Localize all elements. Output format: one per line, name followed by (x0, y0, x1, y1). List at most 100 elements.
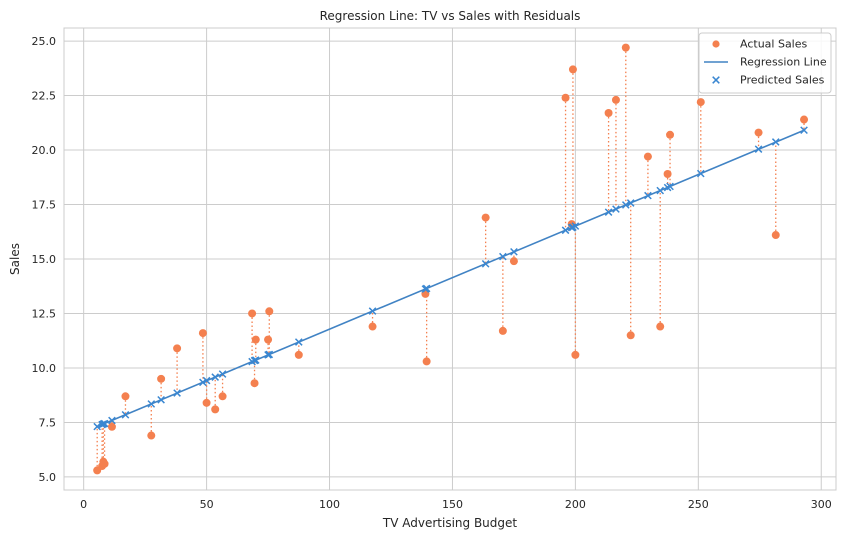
x-marker-stroke (368, 307, 377, 315)
x-marker-stroke (712, 76, 720, 84)
predicted-point (499, 252, 507, 261)
x-marker-stroke (644, 191, 652, 200)
y-tick-label: 12.5 (32, 307, 57, 320)
x-marker-stroke (481, 259, 490, 268)
x-marker-stroke (211, 373, 220, 381)
x-marker-stroke (696, 169, 705, 178)
actual-point (157, 374, 166, 383)
actual-point (100, 459, 109, 468)
actual-sales-points (93, 43, 809, 475)
predicted-point (157, 395, 165, 404)
legend-predicted-marker (712, 76, 720, 84)
actual-point (173, 344, 182, 353)
predicted-point (108, 416, 116, 425)
predicted-point (173, 389, 181, 397)
x-marker-stroke (604, 208, 613, 216)
actual-point (498, 326, 507, 335)
actual-point (771, 231, 780, 240)
actual-point (481, 213, 490, 222)
actual-point (626, 331, 635, 340)
x-axis-label: TV Advertising Budget (382, 516, 518, 530)
legend-box (698, 32, 832, 94)
predicted-point (510, 247, 518, 256)
x-marker-stroke (265, 350, 274, 359)
x-marker-stroke (157, 395, 165, 404)
x-tick-labels: 0 50 100 150 200 250 300 (80, 498, 832, 511)
actual-point (571, 350, 580, 359)
predicted-point (771, 138, 780, 146)
x-marker-stroke (771, 138, 780, 146)
actual-point (643, 152, 652, 161)
predicted-point (121, 410, 130, 419)
y-axis-label: Sales (8, 243, 22, 275)
y-tick-label: 15.0 (32, 253, 57, 266)
predicted-point (800, 126, 808, 135)
x-marker-stroke (612, 205, 620, 213)
x-marker-stroke (666, 182, 674, 191)
actual-point (265, 307, 274, 316)
predicted-point (294, 338, 303, 346)
x-marker-stroke (800, 126, 808, 135)
x-marker-stroke (100, 419, 109, 428)
y-tick-label: 20.0 (32, 144, 57, 157)
predicted-sales-points (93, 126, 808, 431)
y-tick-label: 7.5 (39, 416, 57, 429)
actual-point (800, 115, 809, 124)
actual-point (509, 257, 518, 266)
chart-title: Regression Line: TV vs Sales with Residu… (320, 9, 581, 23)
predicted-point (422, 284, 431, 293)
x-marker-stroke (499, 252, 507, 261)
x-marker-stroke (147, 400, 156, 408)
x-marker-stroke (571, 222, 580, 230)
predicted-point (604, 208, 613, 216)
grid (64, 28, 836, 490)
predicted-point (571, 222, 580, 230)
actual-point (202, 398, 211, 407)
actual-point (621, 43, 630, 52)
actual-point (250, 379, 259, 388)
actual-point (264, 335, 273, 344)
actual-point (121, 392, 130, 401)
legend-predicted-label: Predicted Sales (740, 74, 825, 87)
legend-predicted-x (712, 76, 720, 84)
actual-point (568, 65, 577, 74)
x-tick-label: 200 (565, 498, 586, 511)
predicted-point (696, 169, 705, 178)
x-marker-stroke (754, 145, 763, 153)
legend-actual-label: Actual Sales (740, 38, 808, 51)
x-marker-stroke (93, 422, 102, 431)
predicted-point (368, 307, 377, 315)
predicted-point (561, 226, 570, 235)
residual-lines (96, 47, 805, 471)
x-tick-label: 100 (319, 498, 340, 511)
y-tick-label: 5.0 (39, 471, 57, 484)
x-marker-stroke (251, 356, 260, 364)
x-marker-stroke (173, 389, 181, 397)
actual-point (248, 309, 257, 318)
x-marker-stroke (218, 370, 227, 378)
predicted-point (754, 145, 763, 153)
x-marker-stroke (294, 338, 303, 346)
actual-point (663, 170, 672, 179)
x-tick-label: 0 (80, 498, 87, 511)
predicted-point (626, 199, 635, 207)
x-marker-stroke (510, 247, 518, 256)
y-tick-label: 25.0 (32, 35, 57, 48)
actual-point (754, 128, 763, 137)
actual-point (666, 130, 675, 139)
actual-point (696, 98, 705, 107)
predicted-point (211, 373, 220, 381)
predicted-point (147, 400, 156, 408)
x-tick-label: 150 (442, 498, 463, 511)
y-tick-label: 10.0 (32, 362, 57, 375)
x-marker-stroke (422, 284, 431, 293)
predicted-point (656, 186, 665, 195)
x-marker-stroke (108, 416, 116, 425)
actual-point (368, 322, 377, 331)
y-tick-label: 22.5 (32, 90, 57, 103)
predicted-point (202, 376, 211, 385)
legend-line-label: Regression Line (740, 56, 827, 69)
predicted-point (251, 356, 260, 364)
x-marker-stroke (202, 376, 211, 385)
x-marker-stroke (561, 226, 570, 235)
